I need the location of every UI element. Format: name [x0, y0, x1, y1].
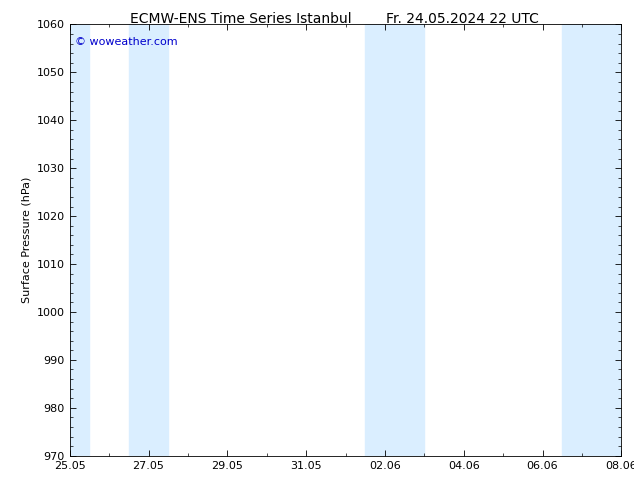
Text: ECMW-ENS Time Series Istanbul: ECMW-ENS Time Series Istanbul — [130, 12, 352, 26]
Text: © woweather.com: © woweather.com — [75, 37, 178, 48]
Bar — [365, 24, 424, 456]
Text: Fr. 24.05.2024 22 UTC: Fr. 24.05.2024 22 UTC — [386, 12, 540, 26]
Bar — [129, 24, 168, 456]
Y-axis label: Surface Pressure (hPa): Surface Pressure (hPa) — [21, 177, 31, 303]
Bar — [70, 24, 89, 456]
Bar — [562, 24, 621, 456]
